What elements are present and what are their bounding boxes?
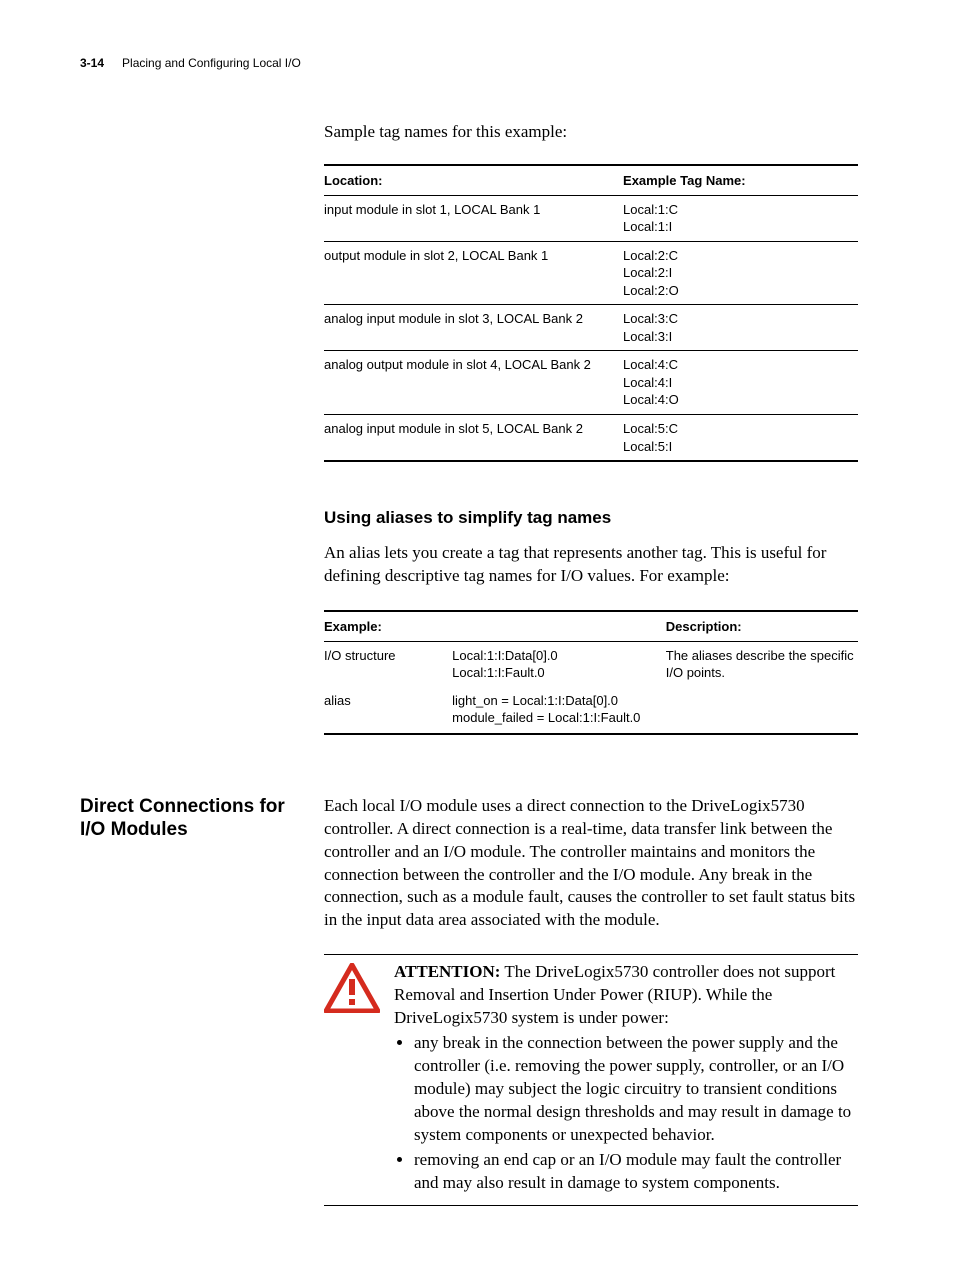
table2-header-blank [452,611,666,641]
table-row: analog input module in slot 5, LOCAL Ban… [324,415,858,462]
table-cell: Local:1:I:Data[0].0 Local:1:I:Fault.0 [452,641,666,687]
table-cell: input module in slot 1, LOCAL Bank 1 [324,195,623,241]
attention-bullet: removing an end cap or an I/O module may… [414,1149,858,1195]
table-row: I/O structureLocal:1:I:Data[0].0 Local:1… [324,641,858,687]
table-row: aliaslight_on = Local:1:I:Data[0].0 modu… [324,687,858,734]
table-cell: analog input module in slot 5, LOCAL Ban… [324,415,623,462]
table1-header-tagname: Example Tag Name: [623,165,858,195]
table-cell: I/O structure [324,641,452,687]
attention-label: ATTENTION: [394,962,500,981]
table-cell: Local:5:C Local:5:I [623,415,858,462]
direct-connections-para: Each local I/O module uses a direct conn… [324,795,858,933]
table-row: input module in slot 1, LOCAL Bank 1Loca… [324,195,858,241]
attention-lead: ATTENTION: The DriveLogix5730 controller… [394,961,858,1030]
page-number: 3-14 [80,56,104,70]
table2-header-example: Example: [324,611,452,641]
subheading-aliases: Using aliases to simplify tag names [324,508,858,528]
table-cell: Local:3:C Local:3:I [623,305,858,351]
table-cell: Local:4:C Local:4:I Local:4:O [623,351,858,415]
attention-box: ATTENTION: The DriveLogix5730 controller… [324,954,858,1205]
alias-intro-para: An alias lets you create a tag that repr… [324,542,858,588]
table1-header-location: Location: [324,165,623,195]
warning-icon [324,961,380,1196]
table-cell: analog input module in slot 3, LOCAL Ban… [324,305,623,351]
alias-table: Example: Description: I/O structureLocal… [324,610,858,735]
side-heading-direct-connections: Direct Connections for I/O Modules [80,795,300,1206]
table-row: output module in slot 2, LOCAL Bank 1Loc… [324,241,858,305]
header-title: Placing and Configuring Local I/O [122,56,301,70]
table-cell: The aliases describe the specific I/O po… [666,641,858,687]
attention-list: any break in the connection between the … [394,1032,858,1195]
table-row: analog input module in slot 3, LOCAL Ban… [324,305,858,351]
page-header: 3-14 Placing and Configuring Local I/O [80,56,858,70]
table-cell: Local:2:C Local:2:I Local:2:O [623,241,858,305]
table-cell [666,687,858,734]
table2-header-description: Description: [666,611,858,641]
attention-bullet: any break in the connection between the … [414,1032,858,1147]
tag-names-table: Location: Example Tag Name: input module… [324,164,858,462]
table-cell: Local:1:C Local:1:I [623,195,858,241]
intro-text: Sample tag names for this example: [324,122,858,142]
table-row: analog output module in slot 4, LOCAL Ba… [324,351,858,415]
table-cell: light_on = Local:1:I:Data[0].0 module_fa… [452,687,666,734]
table-cell: analog output module in slot 4, LOCAL Ba… [324,351,623,415]
table-cell: output module in slot 2, LOCAL Bank 1 [324,241,623,305]
table-cell: alias [324,687,452,734]
